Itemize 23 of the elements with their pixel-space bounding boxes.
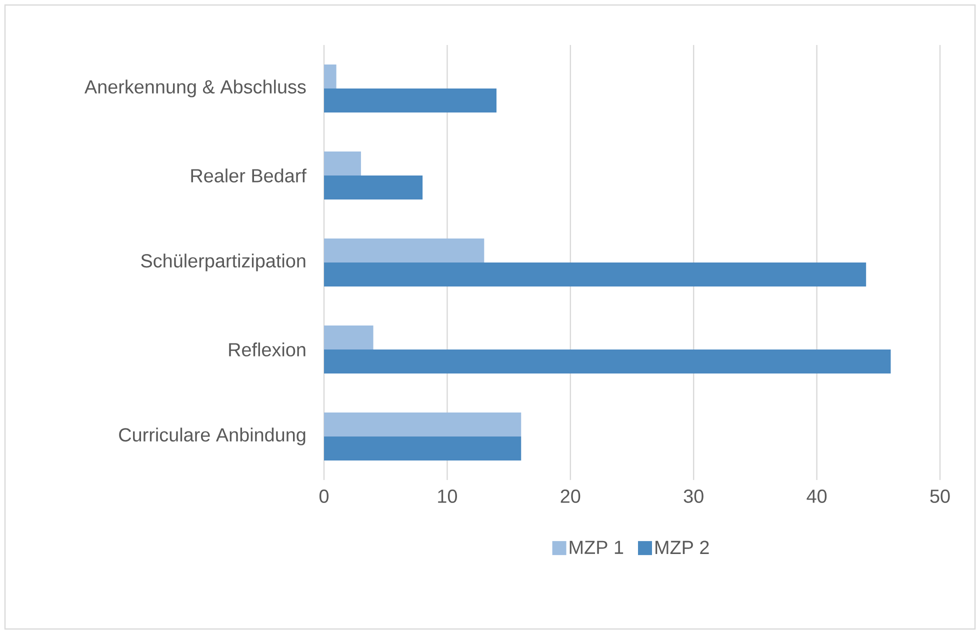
bar	[324, 436, 522, 460]
y-tick-label: Realer Bedarf	[191, 168, 306, 182]
x-tick-label: 20	[560, 490, 580, 503]
legend-label: MZP 1	[570, 540, 624, 554]
y-tick-label: Schülerpartizipation	[141, 254, 306, 272]
bar	[324, 88, 496, 112]
bar	[324, 238, 484, 262]
x-tick-label: 50	[930, 490, 950, 503]
y-tick-label: Anerkennung & Abschluss	[84, 80, 306, 98]
y-tick-label: Reflexion	[229, 342, 306, 356]
bar	[324, 325, 374, 350]
bar	[324, 175, 423, 200]
bar	[324, 262, 866, 286]
bar	[324, 64, 336, 88]
x-tick-label: 30	[684, 490, 704, 503]
x-tick-label: 10	[438, 490, 457, 503]
y-tick-label: Curriculare Anbindung	[119, 428, 306, 446]
legend-label: MZP 2	[656, 540, 709, 554]
bar	[324, 151, 361, 176]
x-tick-label: 40	[806, 490, 827, 503]
x-tick-label: 0	[319, 490, 329, 503]
bar	[324, 412, 522, 436]
bar	[324, 349, 891, 374]
